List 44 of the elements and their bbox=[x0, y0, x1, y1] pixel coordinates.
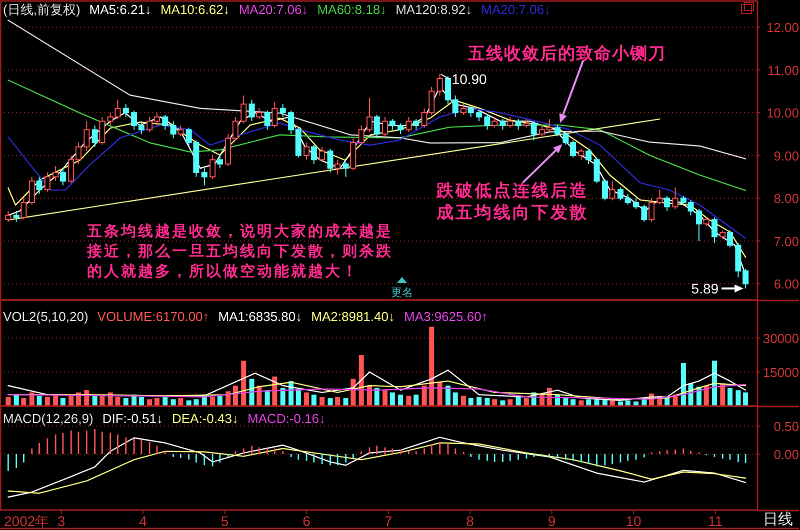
y-tick-label: 6.00 bbox=[774, 276, 799, 292]
text: MA2:8981.40↓ bbox=[311, 309, 395, 324]
text: VOLUME:6170.00↑ bbox=[97, 309, 210, 324]
annotation: 跌破低点连线后造成五均线向下发散 bbox=[436, 180, 590, 224]
x-tick-label: 11 bbox=[708, 513, 723, 529]
y-tick-label: 30000 bbox=[762, 331, 799, 346]
x-tick-label: 4 bbox=[139, 513, 148, 529]
text: VOL2(5,10,20) bbox=[3, 309, 88, 324]
text: MA60:8.18↓ bbox=[317, 2, 387, 17]
annotation: 5.89 bbox=[691, 280, 719, 296]
y-tick-label: 8.00 bbox=[774, 191, 799, 206]
x-tick-label: 6 bbox=[302, 513, 311, 529]
series-label: MACD:-0.16↓ bbox=[247, 411, 326, 426]
x-tick-label: 7 bbox=[384, 513, 392, 529]
y-tick-label: 0.00 bbox=[774, 447, 799, 462]
y-tick-label: 11.00 bbox=[767, 62, 799, 78]
text: 日线 bbox=[763, 511, 793, 528]
x-tick-label: 5 bbox=[220, 513, 229, 529]
annotation: 10.90 bbox=[452, 71, 488, 88]
y-tick-label: 10.00 bbox=[766, 106, 799, 121]
x-axis-title: 2002年 bbox=[4, 513, 50, 529]
y-tick-label: 9.00 bbox=[774, 148, 799, 164]
chart-title: MACD(12,26,9) bbox=[3, 411, 94, 426]
x-tick-label: 8 bbox=[466, 513, 474, 529]
text: MA120:8.92↓ bbox=[396, 2, 472, 17]
x-tick-label: 3 bbox=[57, 513, 66, 529]
text: MA20:7.06↓ bbox=[481, 2, 551, 17]
text: MA10:6.62↓ bbox=[160, 2, 230, 17]
x-tick-label: 10 bbox=[626, 513, 642, 529]
y-tick-label: 12.00 bbox=[766, 20, 799, 36]
text: MA3:9625.60↑ bbox=[404, 309, 488, 324]
y-tick-label: 15000 bbox=[762, 365, 799, 380]
annotation: 五条均线越是收敛，说明大家的成本越是接近，那么一旦五均线向下发散，则杀跌的人就越多，所以做空动能就越大！ bbox=[87, 222, 394, 282]
chart-title: (日线,前复权) bbox=[3, 2, 80, 17]
y-tick-label: 7.00 bbox=[774, 234, 799, 249]
series-label: DIF:-0.51↓ bbox=[102, 411, 163, 426]
text: MA1:6835.80↓ bbox=[218, 309, 302, 324]
y-tick-label: 0.50 bbox=[774, 419, 799, 434]
text: MA5:6.21↓ bbox=[89, 2, 152, 17]
annotation: 更名 bbox=[391, 287, 413, 299]
annotation: 五线收敛后的致命小铡刀 bbox=[467, 44, 666, 63]
series-label: DEA:-0.43↓ bbox=[172, 411, 238, 426]
annotation: MA20:7.06↓ bbox=[238, 2, 308, 17]
x-tick-label: 9 bbox=[548, 513, 556, 529]
